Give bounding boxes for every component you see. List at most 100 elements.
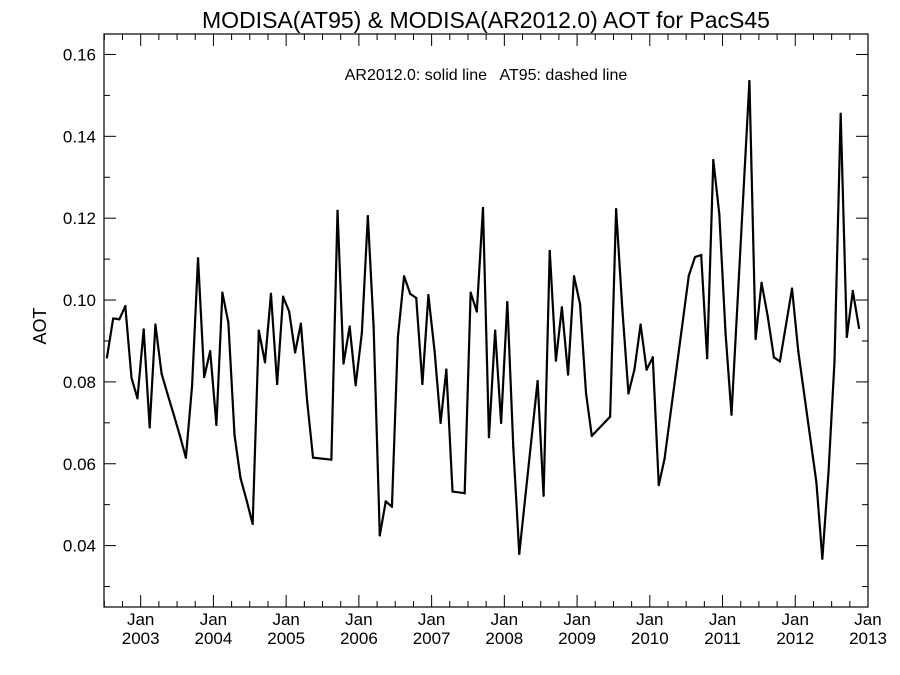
line-style-annotation: AR2012.0: solid line AT95: dashed line (345, 67, 628, 84)
series-line-segment (396, 275, 406, 338)
series-line-segment (130, 376, 139, 400)
data-point (336, 209, 339, 212)
data-point (221, 291, 224, 294)
series-line-segment (845, 289, 854, 338)
chart-title: MODISA(AT95) & MODISA(AR2012.0) AOT for … (202, 7, 770, 33)
data-point (845, 335, 848, 338)
y-tick-label: 0.16 (63, 45, 96, 64)
data-point (227, 321, 230, 324)
series-line-segment (572, 275, 582, 306)
data-point (578, 303, 582, 306)
data-point (384, 500, 387, 503)
series-line-segment (463, 291, 472, 495)
data-point (330, 458, 333, 461)
data-point (342, 362, 345, 365)
series-line-segment (500, 300, 509, 424)
data-point (257, 329, 260, 332)
data-point (360, 331, 363, 334)
data-point (348, 325, 351, 328)
x-tick-year-label: 2012 (776, 629, 814, 648)
series-line-segment (354, 331, 363, 387)
y-tick-label: 0.06 (63, 455, 96, 474)
data-point (439, 421, 442, 424)
series-line-segment (215, 291, 224, 426)
data-point (712, 158, 715, 162)
data-point (463, 492, 466, 495)
series-line-segment (263, 292, 273, 364)
series-line-segment (797, 350, 818, 484)
series-line-segment (299, 322, 309, 402)
series-line-segment (427, 294, 436, 353)
series-line-segment (136, 328, 145, 400)
data-point (203, 375, 206, 379)
data-point (778, 360, 781, 363)
data-point (402, 275, 406, 278)
data-point (427, 294, 430, 297)
series-line-segment (451, 490, 466, 495)
series-line-segment (390, 335, 400, 508)
series-line-segment (821, 470, 830, 560)
data-point (500, 421, 503, 424)
series-line-segment (851, 289, 861, 329)
series-line-segment (548, 249, 558, 362)
data-point (754, 337, 757, 341)
data-point (633, 368, 636, 371)
x-tick-month-label: Jan (636, 610, 663, 629)
series-line-segment (481, 206, 491, 439)
data-point (548, 249, 551, 253)
data-point (118, 318, 121, 321)
series-line-segment (142, 328, 151, 429)
data-point (797, 350, 800, 353)
x-tick-year-label: 2005 (267, 629, 305, 648)
series-line-segment (639, 323, 648, 371)
series-line-segment (330, 209, 339, 461)
series-line-segment (311, 456, 333, 461)
series-line-segment (118, 305, 127, 321)
data-point (821, 557, 824, 560)
x-tick-month-label: Jan (782, 610, 809, 629)
y-axis-label: AOT (30, 307, 50, 344)
series-line-segment (706, 158, 715, 360)
series-line-segment (718, 212, 727, 334)
data-point (639, 323, 642, 326)
data-point (645, 368, 648, 371)
x-tick-month-label: Jan (418, 610, 445, 629)
x-tick-month-label: Jan (491, 610, 518, 629)
series-line-segment (239, 476, 248, 502)
series-line-segment (282, 295, 291, 313)
series-line-segment (469, 291, 478, 313)
series-line-segment (609, 208, 618, 418)
series-line-segment (566, 275, 576, 376)
data-point (160, 372, 163, 375)
y-tick-label: 0.14 (63, 127, 96, 146)
series-line-segment (203, 350, 212, 379)
series-line-segment (166, 393, 175, 416)
data-point (487, 436, 491, 439)
series-line-segment (209, 350, 218, 426)
data-point (815, 481, 818, 484)
series-line-segment (518, 379, 539, 555)
x-tick-year-label: 2010 (631, 629, 669, 648)
data-point (148, 426, 151, 429)
data-point (857, 326, 861, 329)
series-line-segment (342, 325, 351, 365)
series-line-segment (748, 79, 757, 341)
series-line-segment (506, 300, 515, 449)
data-point (409, 292, 412, 295)
data-point (693, 255, 697, 259)
data-point (790, 287, 794, 290)
y-axis-ticks: 0.04 0.06 0.08 0.10 0.12 0.14 0.16 (63, 45, 868, 588)
data-point (572, 275, 576, 278)
data-point (269, 292, 273, 295)
series-line-segment (148, 323, 157, 429)
data-point (142, 328, 145, 331)
series-line-segment (487, 329, 497, 439)
series-line-segment (336, 209, 345, 365)
data-point (215, 423, 218, 426)
data-point (172, 413, 175, 416)
data-point (560, 306, 563, 309)
series-line-segment (700, 253, 709, 360)
data-point (282, 295, 285, 298)
data-point (233, 434, 236, 437)
